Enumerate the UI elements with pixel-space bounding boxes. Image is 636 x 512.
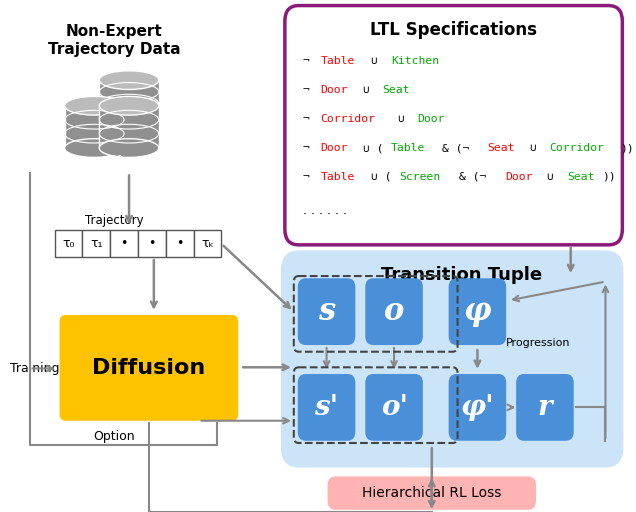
FancyBboxPatch shape	[281, 250, 623, 467]
Text: Training: Training	[10, 362, 59, 375]
Text: φ': φ'	[460, 394, 494, 421]
Text: τ₁: τ₁	[90, 237, 102, 250]
Text: Table: Table	[391, 143, 425, 153]
Text: Corridor: Corridor	[550, 143, 604, 153]
Text: τ₀: τ₀	[62, 237, 74, 250]
FancyBboxPatch shape	[83, 230, 110, 257]
Text: Screen: Screen	[399, 172, 441, 182]
Text: Hierarchical RL Loss: Hierarchical RL Loss	[362, 486, 501, 500]
Text: Diffusion: Diffusion	[92, 358, 205, 378]
Text: Door: Door	[417, 114, 445, 124]
FancyBboxPatch shape	[285, 6, 623, 245]
Text: ooo: ooo	[106, 153, 123, 163]
Text: ¬: ¬	[303, 143, 317, 153]
FancyBboxPatch shape	[193, 230, 221, 257]
FancyBboxPatch shape	[448, 374, 506, 441]
FancyBboxPatch shape	[448, 278, 506, 345]
FancyBboxPatch shape	[110, 230, 138, 257]
Text: ∪: ∪	[364, 56, 385, 66]
Text: Door: Door	[505, 172, 533, 182]
Text: ¬: ¬	[303, 56, 317, 66]
FancyBboxPatch shape	[99, 80, 159, 116]
Text: ∪: ∪	[356, 85, 376, 95]
Text: s': s'	[314, 394, 338, 421]
Text: Non-Expert
Trajectory Data: Non-Expert Trajectory Data	[48, 25, 181, 57]
Text: . . . . . .: . . . . . .	[303, 204, 347, 217]
Text: Kitchen: Kitchen	[391, 56, 439, 66]
FancyBboxPatch shape	[64, 106, 124, 148]
Text: Progression: Progression	[506, 338, 570, 348]
Text: ∪: ∪	[391, 114, 411, 124]
Text: ∪ (: ∪ (	[356, 143, 383, 153]
Text: )): ))	[619, 143, 633, 153]
Ellipse shape	[99, 71, 159, 90]
Text: Trajectory: Trajectory	[85, 214, 144, 227]
Ellipse shape	[64, 96, 124, 115]
Text: •: •	[176, 237, 183, 250]
Ellipse shape	[99, 96, 159, 115]
FancyBboxPatch shape	[138, 230, 166, 257]
Text: Table: Table	[321, 172, 355, 182]
Text: φ: φ	[464, 296, 491, 327]
Text: ¬: ¬	[303, 85, 317, 95]
Text: Seat: Seat	[567, 172, 595, 182]
FancyBboxPatch shape	[99, 106, 159, 148]
Text: r: r	[537, 394, 552, 421]
Ellipse shape	[99, 106, 159, 125]
FancyBboxPatch shape	[55, 230, 83, 257]
Text: s: s	[318, 296, 335, 327]
Text: Seat: Seat	[382, 85, 410, 95]
Text: Door: Door	[321, 143, 348, 153]
FancyBboxPatch shape	[298, 278, 356, 345]
FancyBboxPatch shape	[298, 374, 356, 441]
Text: Table: Table	[321, 56, 355, 66]
Text: & (¬: & (¬	[435, 143, 476, 153]
Text: τₖ: τₖ	[201, 237, 214, 250]
Text: Transition Tuple: Transition Tuple	[382, 266, 543, 284]
FancyBboxPatch shape	[60, 315, 238, 421]
Text: Option: Option	[93, 430, 135, 443]
Text: Corridor: Corridor	[321, 114, 375, 124]
Text: o': o'	[380, 394, 408, 421]
FancyBboxPatch shape	[166, 230, 193, 257]
Text: •: •	[148, 237, 156, 250]
FancyBboxPatch shape	[365, 374, 423, 441]
Text: o: o	[384, 296, 404, 327]
Text: Door: Door	[321, 85, 348, 95]
Text: & (¬: & (¬	[452, 172, 494, 182]
Text: )): ))	[602, 172, 616, 182]
Text: ¬: ¬	[303, 172, 317, 182]
Ellipse shape	[64, 139, 124, 157]
Text: LTL Specifications: LTL Specifications	[370, 21, 537, 39]
Text: •: •	[120, 237, 128, 250]
Text: Seat: Seat	[488, 143, 515, 153]
Text: ¬: ¬	[303, 114, 317, 124]
FancyBboxPatch shape	[328, 476, 536, 510]
FancyBboxPatch shape	[365, 278, 423, 345]
Text: ∪: ∪	[541, 172, 561, 182]
Text: ∪: ∪	[523, 143, 544, 153]
Ellipse shape	[99, 139, 159, 157]
Text: ∪ (: ∪ (	[364, 172, 392, 182]
FancyBboxPatch shape	[516, 374, 574, 441]
